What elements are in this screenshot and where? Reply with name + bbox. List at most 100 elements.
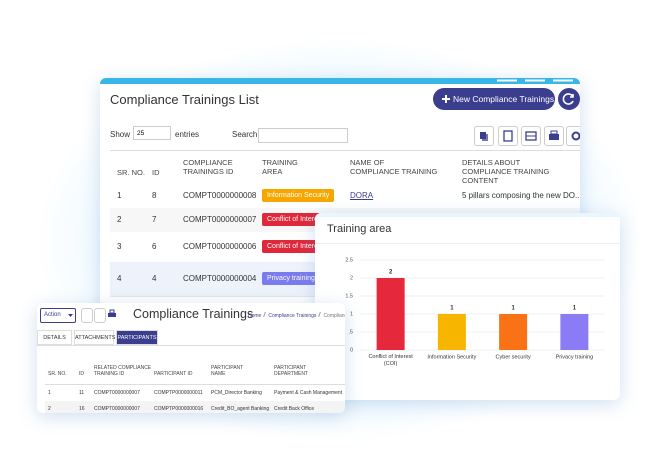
- tab[interactable]: DETAILS: [37, 330, 72, 345]
- print-button[interactable]: [544, 126, 564, 146]
- page-size-select[interactable]: 25: [133, 126, 171, 140]
- id-cell: 4: [152, 274, 157, 283]
- sr-cell: 1: [117, 191, 122, 200]
- details-cell: 5 pillars composing the new DO...: [462, 191, 580, 200]
- detail-cell: Payment & Cash Management: [274, 390, 343, 396]
- tab-bar: DETAILS ATTACHMENTS PARTICIPANTS: [37, 330, 345, 346]
- new-button[interactable]: New Compliance Trainings: [433, 88, 555, 110]
- table-header: COMPLIANCE TRAININGS ID: [183, 158, 234, 176]
- data-label: 1: [573, 306, 577, 312]
- area-badge: Conflict of Interest: [262, 213, 329, 226]
- search-input[interactable]: [258, 128, 348, 143]
- area-badge: Information Security: [262, 189, 335, 202]
- excel-button[interactable]: [521, 126, 541, 146]
- bar: [560, 314, 589, 350]
- id-cell: 6: [152, 242, 157, 251]
- print-icon[interactable]: [107, 309, 117, 319]
- detail-table-header: ID: [79, 371, 84, 377]
- y-tick-label: 1: [350, 311, 353, 317]
- y-tick-label: 0: [350, 347, 353, 353]
- area-badge: Privacy training: [262, 272, 320, 285]
- detail-table-header: PARTICIPANT ID: [154, 371, 193, 377]
- training-id-cell: COMPT0000000004: [183, 274, 257, 283]
- detail-table-header: SR. NO.: [48, 371, 67, 377]
- chart-panel: Training area 0 .5 1 1.5 2 2.5 2 Conflict of In…: [315, 213, 620, 400]
- show-label: Show: [110, 130, 131, 139]
- settings-button[interactable]: [566, 126, 580, 146]
- bar: [499, 314, 528, 350]
- chart-title: Training area: [327, 223, 392, 235]
- area-badge: Conflict of Interest: [262, 240, 329, 253]
- detail-cell: 16: [79, 406, 85, 412]
- table-header: SR. NO.: [117, 168, 145, 177]
- detail-cell: PCM_Director Banking: [211, 390, 262, 396]
- data-label: 2: [389, 270, 393, 276]
- breadcrumb-item[interactable]: Compliance Trainings: [323, 313, 345, 319]
- chart-topline: [315, 213, 620, 217]
- breadcrumb-item[interactable]: Compliance Trainings: [268, 313, 317, 319]
- new-button-label: New Compliance Trainings: [453, 94, 555, 104]
- id-cell: 8: [152, 191, 157, 200]
- sr-cell: 3: [117, 242, 122, 251]
- refresh-button[interactable]: [558, 88, 580, 110]
- detail-table-header: RELATED COMPLIANCE TRAINING ID: [94, 365, 152, 377]
- y-tick-label: .5: [348, 329, 353, 335]
- detail-cell: 2: [48, 406, 51, 412]
- detail-cell: COMPTP0000000016: [154, 406, 204, 412]
- table-header: TRAINING AREA: [262, 158, 298, 176]
- detail-table-header: PARTICIPANT NAME: [211, 365, 244, 377]
- pdf-button[interactable]: [94, 308, 106, 323]
- table-header: DETAILS ABOUT COMPLIANCE TRAINING CONTEN…: [462, 158, 550, 185]
- table-header: ID: [152, 168, 160, 177]
- detail-table-header: PARTICIPANT DEPARTMENT: [274, 365, 308, 377]
- x-tick-label: Privacy training: [556, 354, 594, 360]
- detail-cell: COMPTP0000000011: [154, 390, 203, 396]
- detail-table-row: [45, 401, 345, 413]
- training-name-link[interactable]: DORA: [350, 191, 374, 200]
- copy-button[interactable]: [474, 126, 494, 146]
- detail-cell: COMPT0000000007: [94, 406, 140, 412]
- bar-chart: 0 .5 1 1.5 2 2.5 2 Conflict of Interest (COI) 1 In…: [345, 257, 605, 367]
- bar: [437, 314, 466, 350]
- entries-label: entries: [175, 130, 200, 139]
- y-tick-label: 2: [350, 275, 353, 281]
- chart-divider: [315, 243, 620, 244]
- y-tick-label: 1.5: [345, 293, 353, 299]
- doc-button[interactable]: [81, 308, 93, 323]
- detail-title: Compliance Trainings: [133, 307, 254, 321]
- breadcrumb-separator: [263, 312, 267, 317]
- table-header: NAME OF COMPLIANCE TRAINING: [350, 158, 438, 176]
- breadcrumb-separator: [318, 312, 322, 317]
- action-label: Action: [44, 312, 61, 318]
- x-tick-label: Information Security: [427, 354, 476, 360]
- window-dashes: [497, 79, 573, 82]
- action-dropdown[interactable]: Action: [40, 308, 76, 323]
- detail-cell: 11: [79, 390, 85, 396]
- list-title: Compliance Trainings List: [110, 92, 259, 107]
- x-tick-label: Cyber security: [496, 354, 531, 360]
- sr-cell: 2: [117, 215, 122, 224]
- sr-cell: 4: [117, 274, 122, 283]
- y-tick-label: 2.5: [345, 257, 353, 263]
- search-label: Search: [232, 130, 258, 139]
- top-bar: [100, 78, 580, 84]
- training-id-cell: COMPT0000000008: [183, 191, 257, 200]
- breadcrumb: Home Compliance Trainings Compliance Train…: [248, 312, 345, 319]
- detail-cell: Credit Back Office: [274, 406, 315, 412]
- training-id-cell: COMPT0000000007: [183, 215, 257, 224]
- detail-panel: Action Compliance Trainings Home Complian…: [37, 303, 345, 413]
- detail-cell: Credit_BO_agent Banking: [211, 406, 270, 412]
- breadcrumb-item[interactable]: Home: [248, 313, 262, 319]
- detail-header-row: [45, 358, 345, 385]
- detail-cell: 1: [48, 390, 51, 396]
- data-label: 1: [450, 306, 454, 312]
- training-id-cell: COMPT0000000006: [183, 242, 257, 251]
- tab[interactable]: PARTICIPANTS: [116, 330, 158, 345]
- detail-cell: COMPT0000000007: [94, 390, 140, 396]
- bar: [376, 278, 405, 350]
- x-tick-label: Conflict of Interest (COI): [368, 354, 413, 367]
- data-label: 1: [511, 306, 515, 312]
- tab[interactable]: ATTACHMENTS: [74, 330, 115, 345]
- csv-button[interactable]: [498, 126, 518, 146]
